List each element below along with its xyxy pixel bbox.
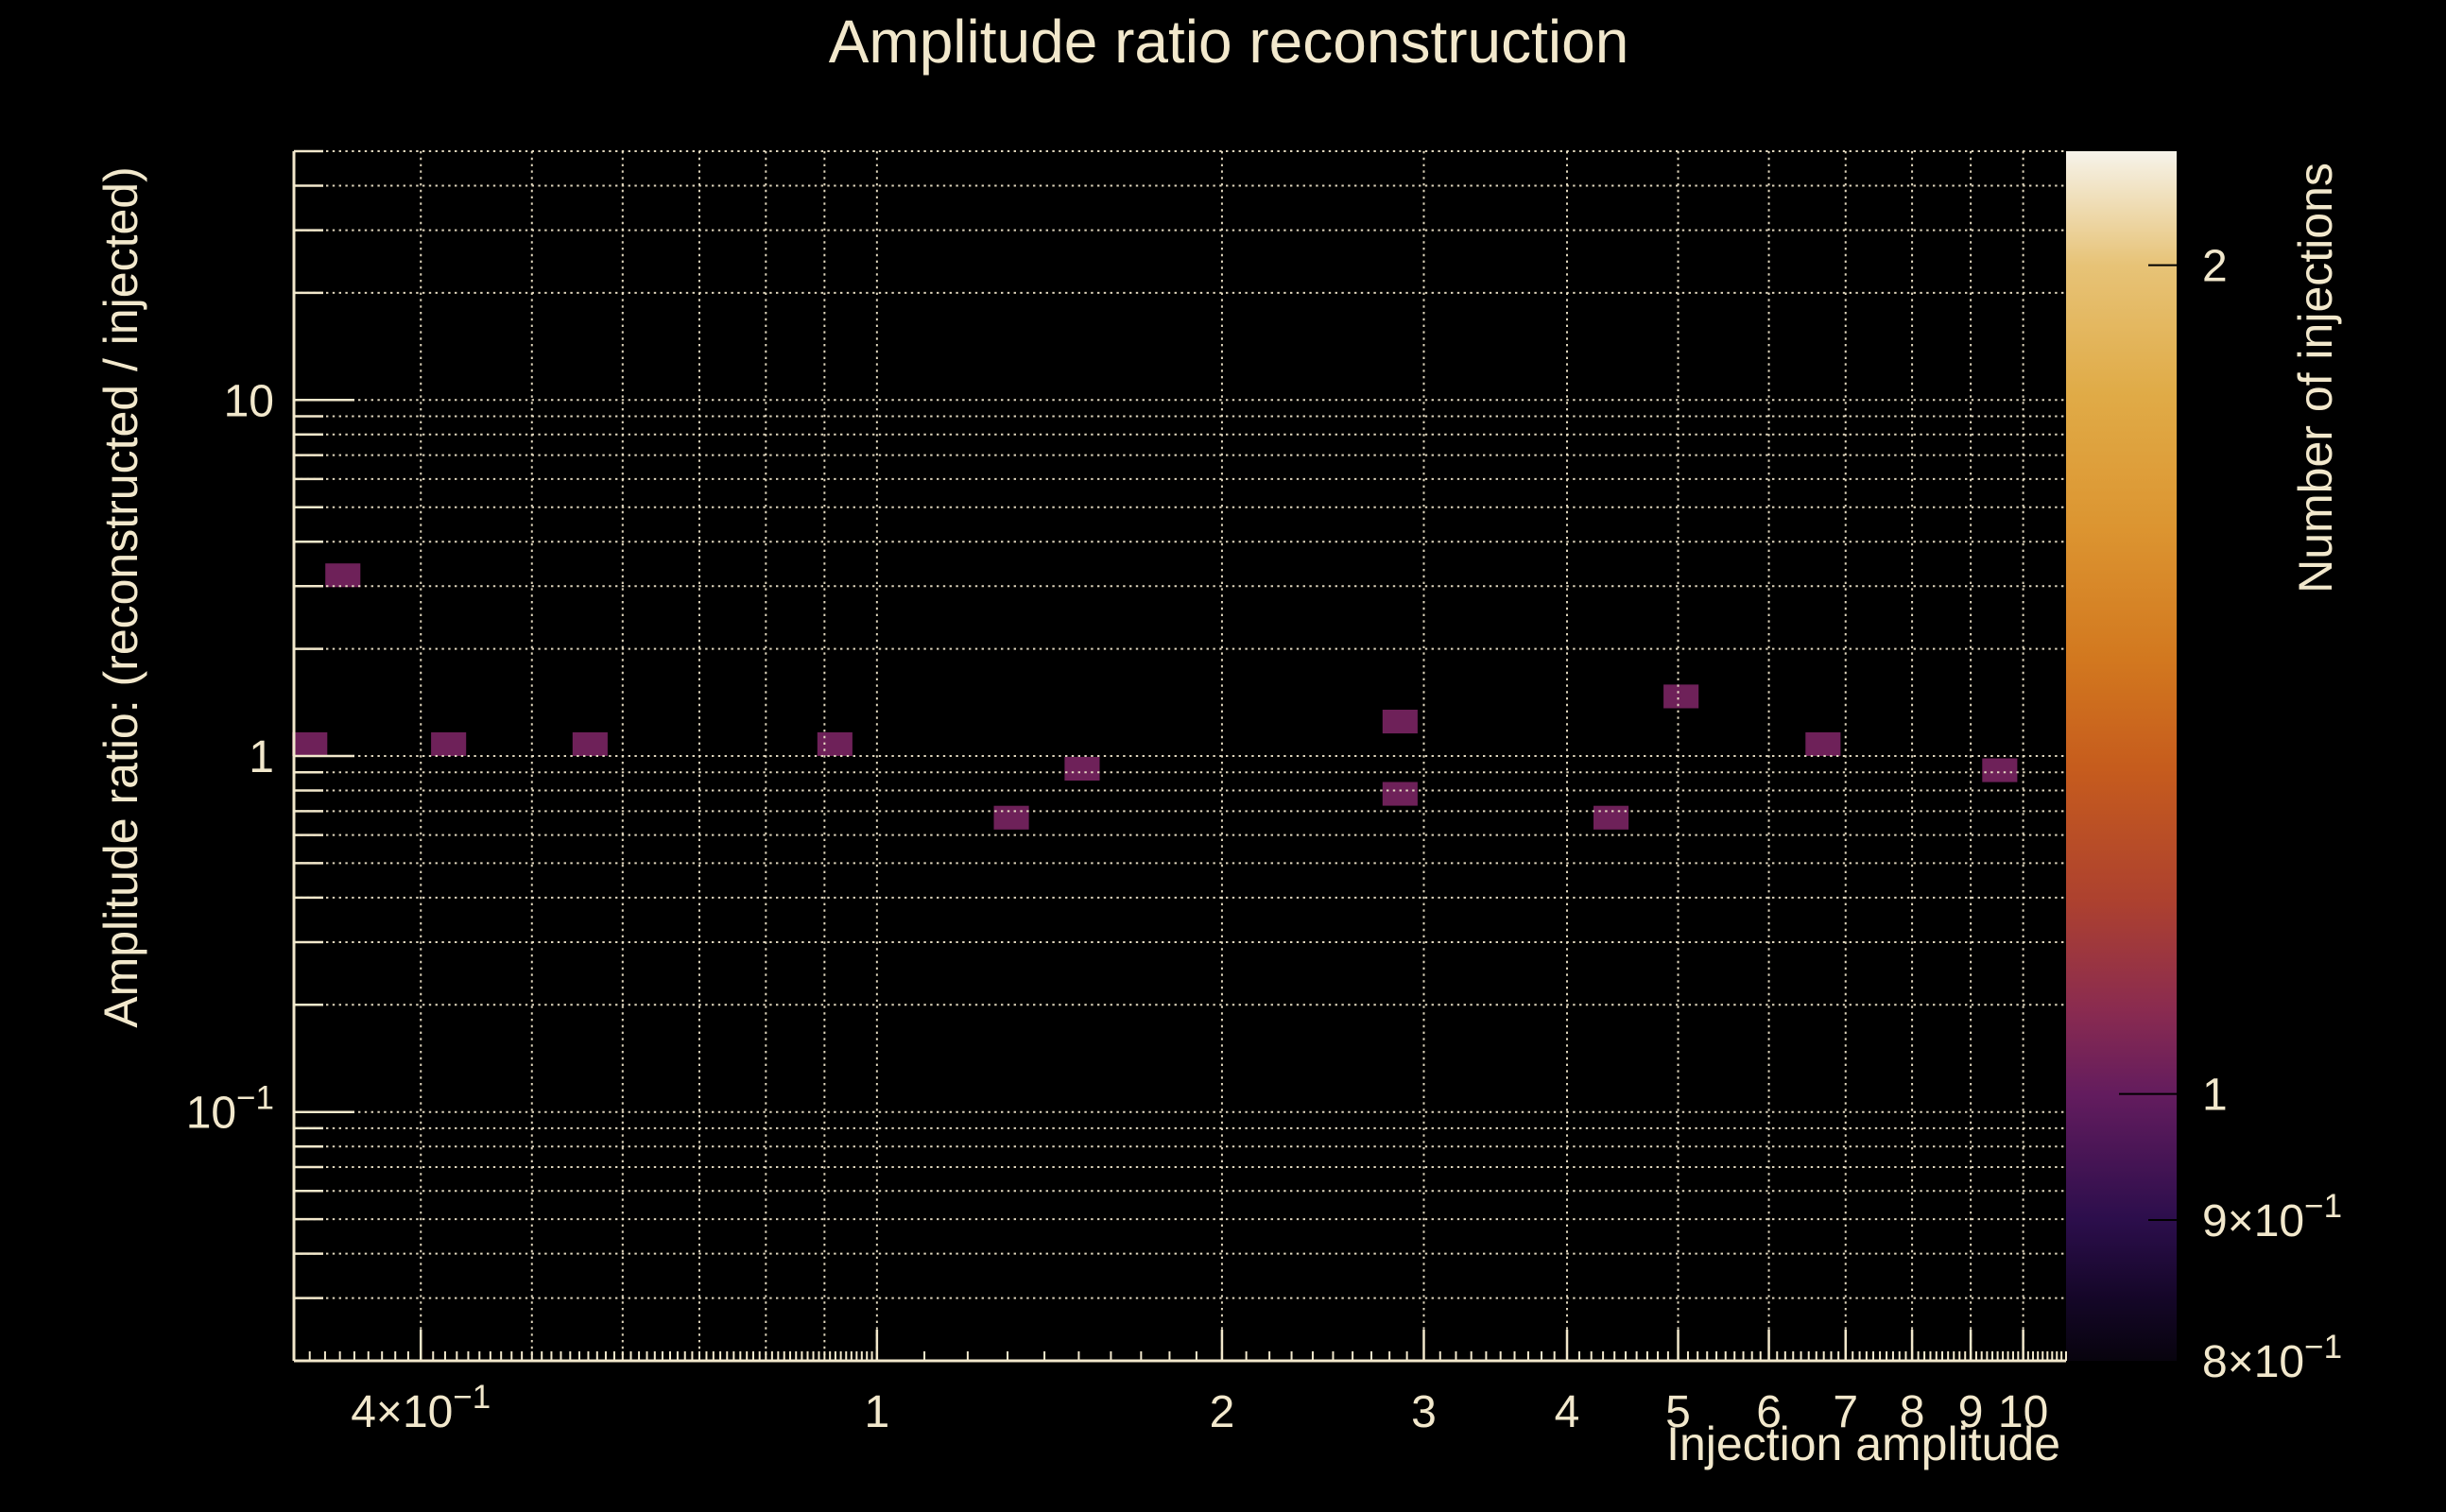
colorbar-tick-label: 9×10−1: [2202, 1188, 2342, 1246]
heatmap-cell: [325, 563, 361, 588]
heatmap-cell: [572, 731, 608, 756]
colorbar-label: Number of injections: [2289, 163, 2342, 593]
heatmap-cell: [1805, 731, 1841, 756]
colorbar-tick-label: 2: [2202, 242, 2228, 292]
heatmap-cell: [1982, 758, 2018, 782]
colorbar-gradient: [2066, 151, 2177, 1361]
heatmap-cell: [1593, 805, 1629, 830]
heatmap-cell: [1064, 756, 1100, 781]
heatmap-cell: [1663, 684, 1699, 709]
y-tick-label: 1: [249, 732, 274, 782]
x-axis-label: Injection amplitude: [1666, 1418, 2060, 1470]
x-tick-label: 4×10−1: [351, 1379, 491, 1437]
heatmap-cell: [993, 805, 1029, 830]
chart-title: Amplitude ratio reconstruction: [828, 8, 1629, 76]
heatmap-cell: [292, 731, 328, 756]
heatmap-cell: [1382, 782, 1418, 806]
x-tick-label: 1: [865, 1387, 890, 1437]
colorbar-tick-label: 8×10−1: [2202, 1329, 2342, 1387]
y-tick-label: 10−1: [186, 1080, 274, 1139]
heatmap-cell: [817, 731, 853, 756]
colorbar-tick-label: 1: [2202, 1071, 2228, 1121]
y-tick-label: 10: [224, 376, 274, 426]
heatmap-cell: [431, 731, 467, 756]
heatmap-cell: [1382, 710, 1418, 734]
y-axis-label: Amplitude ratio: (reconstructed / inject…: [95, 166, 147, 1028]
